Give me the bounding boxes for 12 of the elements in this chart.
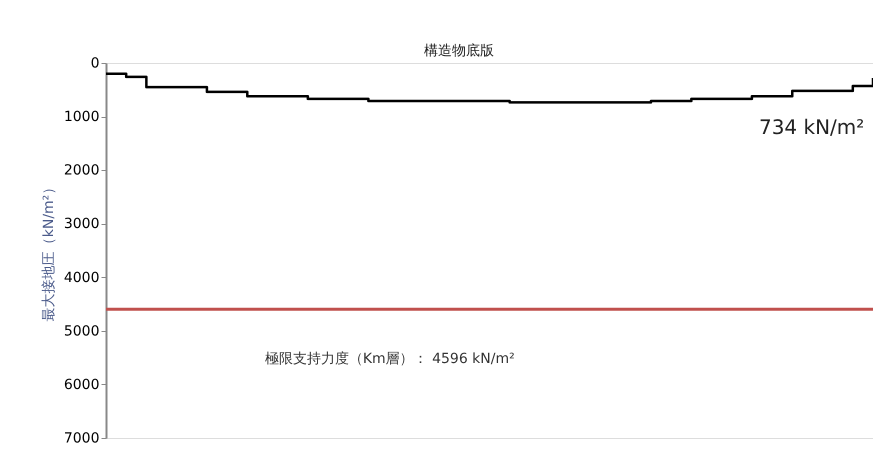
y-tick-label: 2000 bbox=[64, 162, 100, 179]
y-tick-label: 3000 bbox=[64, 216, 100, 232]
text: 構造物底版 bbox=[424, 43, 494, 59]
y-tick-label: 0 bbox=[90, 56, 100, 72]
annotation: 734 kN/m² bbox=[758, 115, 864, 139]
y-tick-label: 1000 bbox=[64, 109, 100, 126]
ref-line-label: 極限支持力度（Km層）： 4596 kN/m² bbox=[264, 351, 515, 368]
y-tick-label: 5000 bbox=[64, 323, 100, 340]
y-tick-label: 6000 bbox=[64, 376, 100, 393]
y-axis-title: 最大接地圧（kN/m²） bbox=[40, 180, 57, 322]
y-tick-label: 7000 bbox=[64, 430, 100, 446]
y-tick-label: 4000 bbox=[64, 270, 100, 286]
